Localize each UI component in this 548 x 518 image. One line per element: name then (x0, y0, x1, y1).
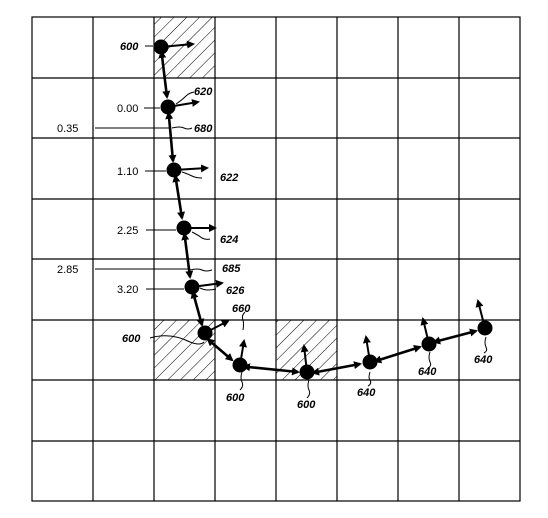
path-node (363, 355, 378, 370)
ref-label: 600 (226, 392, 245, 404)
ref-label: 600 (122, 333, 141, 345)
value-label: 2.85 (57, 264, 78, 276)
path-node (185, 280, 200, 295)
ref-label: 685 (222, 263, 241, 275)
path-node (478, 321, 493, 336)
ref-label: 600 (120, 41, 139, 53)
ref-label: 624 (220, 234, 238, 246)
ref-label: 680 (194, 123, 213, 135)
ref-label: 640 (418, 366, 437, 378)
value-label: 2.25 (117, 225, 138, 237)
ref-label: 600 (297, 399, 316, 411)
segment (379, 347, 420, 360)
segment (438, 331, 476, 341)
value-label: 0.00 (117, 103, 138, 115)
segment (169, 117, 173, 161)
value-label: 1.10 (117, 166, 138, 178)
path-node (422, 337, 437, 352)
path-node (177, 221, 192, 236)
path-node (161, 100, 176, 115)
ref-label: 620 (194, 86, 213, 98)
path-node (154, 40, 169, 55)
grid (32, 17, 520, 501)
path-node (198, 326, 213, 341)
ref-label: 640 (474, 354, 493, 366)
path-node (167, 163, 182, 178)
path-node (233, 358, 248, 373)
value-label: 3.20 (117, 284, 138, 296)
ref-label: 622 (220, 172, 238, 184)
ref-label: 640 (357, 387, 376, 399)
path-node (300, 365, 315, 380)
segment (185, 238, 190, 277)
ref-label: 626 (226, 285, 245, 297)
ref-label: 660 (232, 303, 251, 315)
value-label: 0.35 (57, 123, 78, 135)
